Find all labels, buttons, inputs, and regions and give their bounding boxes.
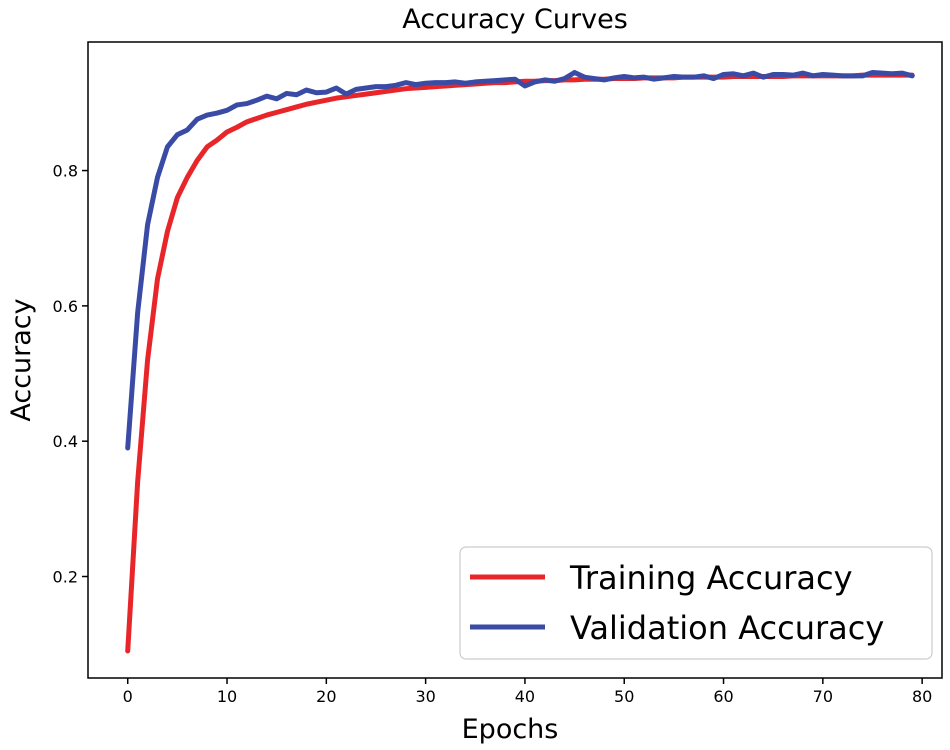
y-axis-label: Accuracy [6,298,37,421]
legend: Training Accuracy Validation Accuracy [459,546,933,660]
legend-label-validation: Validation Accuracy [570,609,884,647]
x-axis: 0 10 20 30 40 50 60 70 80 [123,678,932,706]
x-tick-label: 80 [912,687,932,706]
y-tick-label: 0.2 [53,568,78,587]
x-tick-label: 30 [415,687,435,706]
y-tick-label: 0.8 [53,162,78,181]
x-tick-label: 70 [813,687,833,706]
x-tick-label: 50 [614,687,634,706]
y-tick-label: 0.6 [53,297,78,316]
chart-title: Accuracy Curves [402,4,628,35]
x-tick-label: 0 [123,687,133,706]
x-tick-label: 40 [515,687,535,706]
legend-label-training: Training Accuracy [569,559,853,597]
y-tick-label: 0.4 [53,432,78,451]
x-tick-label: 20 [316,687,336,706]
x-axis-label: Epochs [462,714,559,745]
x-tick-label: 60 [713,687,733,706]
series-lines [125,69,915,654]
validation-accuracy-line [125,69,915,451]
legend-box [459,546,933,660]
x-tick-label: 10 [217,687,237,706]
y-axis: 0.2 0.4 0.6 0.8 [53,162,88,587]
plot-area-frame [87,41,943,679]
